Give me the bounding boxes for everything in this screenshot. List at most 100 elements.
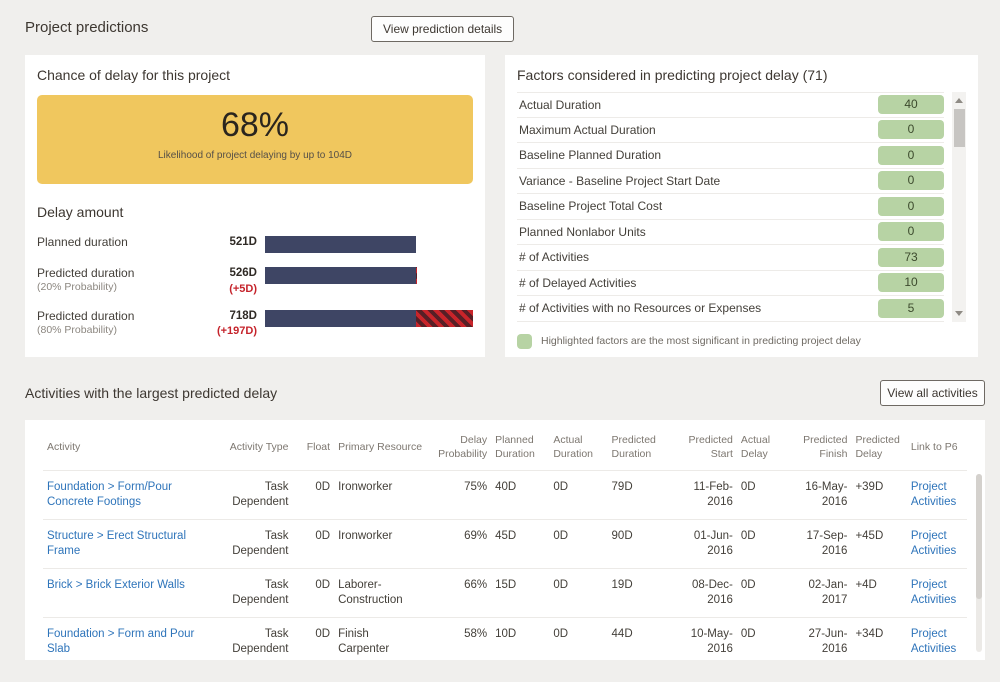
page-title: Project predictions — [25, 19, 149, 36]
bar-row-planned-duration: Planned duration 521D — [37, 235, 473, 253]
factor-label: # of Activities with no Resources or Exp… — [519, 301, 762, 316]
factor-value-badge: 0 — [878, 145, 944, 165]
cell-predicted-start: 10-May-2016 — [672, 616, 737, 666]
bar-sublabel: (20% Probability) — [37, 281, 117, 293]
cell-delay-probability: 69% — [426, 519, 492, 569]
cell-predicted-start: 11-Feb-2016 — [672, 470, 737, 520]
table-row: Structure > Erect Structural Frame Task … — [43, 519, 967, 569]
col-header-planned-duration: Planned Duration — [495, 434, 535, 460]
cell-actual-duration: 0D — [549, 519, 608, 569]
cell-predicted-finish: 02-Jan-2017 — [788, 568, 852, 618]
activities-section-title: Activities with the largest predicted de… — [25, 385, 278, 401]
factors-panel: Factors considered in predicting project… — [505, 55, 978, 357]
cell-planned-duration: 40D — [491, 470, 550, 520]
factor-value-badge: 10 — [878, 273, 944, 293]
bar-label: Planned duration — [37, 235, 128, 249]
chance-panel-title: Chance of delay for this project — [37, 67, 230, 83]
cell-planned-duration: 15D — [491, 568, 550, 618]
highlight-swatch-icon — [517, 333, 532, 349]
cell-float: 0D — [292, 568, 335, 618]
col-header-predicted-delay: Predicted Delay — [855, 434, 900, 460]
cell-actual-duration: 0D — [549, 568, 608, 618]
factor-label: Actual Duration — [519, 97, 602, 112]
scroll-up-icon[interactable] — [955, 98, 963, 103]
delay-bar-chart: Planned duration 521D Predicted duration… — [37, 235, 473, 339]
bar-row-predicted-20: Predicted duration (20% Probability) 526… — [37, 266, 473, 296]
scrollbar-thumb[interactable] — [953, 109, 965, 147]
cell-link-to-p6: Project Activities — [906, 470, 967, 520]
col-header-predicted-start: Predicted Start — [688, 434, 733, 460]
cell-activity-type: Task Dependent — [213, 616, 293, 666]
bar-value: 521D — [229, 236, 258, 248]
cell-primary-resource: Ironworker — [334, 519, 427, 569]
cell-activity-type: Task Dependent — [213, 568, 293, 618]
cell-predicted-duration: 19D — [607, 568, 673, 618]
factors-scrollbar[interactable] — [952, 92, 966, 322]
table-row: Foundation > Form and Pour Slab Task Dep… — [43, 616, 967, 666]
cell-activity-type: Task Dependent — [213, 519, 293, 569]
cell-float: 0D — [292, 519, 335, 569]
delay-hatch-bar — [415, 309, 473, 327]
cell-activity: Foundation > Form/Pour Concrete Footings — [43, 470, 214, 520]
project-activities-link[interactable]: Project Activities — [910, 530, 957, 558]
view-prediction-details-button[interactable]: View prediction details — [371, 16, 515, 42]
scroll-down-icon[interactable] — [955, 310, 963, 316]
cell-predicted-duration: 90D — [607, 519, 673, 569]
scrollbar-thumb[interactable] — [976, 474, 982, 599]
factor-value-badge: 5 — [878, 298, 944, 318]
table-row: Foundation > Form/Pour Concrete Footings… — [43, 470, 967, 520]
cell-delay-probability: 66% — [426, 568, 492, 618]
cell-predicted-finish: 16-May-2016 — [788, 470, 852, 520]
col-header-primary-resource: Primary Resource — [338, 440, 423, 453]
cell-actual-delay: 0D — [736, 470, 789, 520]
factor-label: Baseline Planned Duration — [519, 148, 662, 163]
activities-table: Activity Activity Type Float Primary Res… — [43, 422, 967, 666]
factor-label: # of Activities — [519, 250, 590, 265]
activity-link[interactable]: Brick > Brick Exterior Walls — [47, 579, 185, 592]
activities-scrollbar[interactable] — [976, 474, 982, 652]
cell-float: 0D — [292, 470, 335, 520]
cell-predicted-finish: 17-Sep-2016 — [788, 519, 852, 569]
col-header-activity-type: Activity Type — [229, 440, 289, 453]
cell-link-to-p6: Project Activities — [906, 568, 967, 618]
bar-label: Predicted duration — [37, 266, 135, 280]
cell-actual-delay: 0D — [736, 519, 789, 569]
col-header-predicted-finish: Predicted Finish — [803, 434, 848, 460]
cell-activity: Brick > Brick Exterior Walls — [43, 568, 214, 618]
project-activities-link[interactable]: Project Activities — [910, 579, 957, 606]
cell-link-to-p6: Project Activities — [906, 616, 967, 666]
table-row: Brick > Brick Exterior Walls Task Depend… — [43, 568, 967, 618]
factor-label: Planned Nonlabor Units — [519, 224, 646, 239]
factor-row: Baseline Project Total Cost 0 — [517, 194, 944, 220]
view-all-activities-button[interactable]: View all activities — [880, 380, 985, 406]
activity-link[interactable]: Structure > Erect Structural Frame — [47, 530, 187, 558]
factor-value-badge: 73 — [878, 247, 944, 267]
col-header-actual-duration: Actual Duration — [553, 434, 594, 460]
cell-actual-duration: 0D — [549, 470, 608, 520]
factor-row: Planned Nonlabor Units 0 — [517, 220, 944, 245]
cell-predicted-start: 08-Dec-2016 — [672, 568, 737, 618]
delay-hatch-bar — [415, 267, 418, 284]
cell-float: 0D — [292, 616, 335, 666]
col-header-float: Float — [306, 440, 331, 453]
factors-legend: Highlighted factors are the most signifi… — [517, 333, 966, 349]
cell-predicted-delay: +4D — [851, 568, 907, 618]
delay-amount-title: Delay amount — [37, 204, 124, 220]
chance-of-delay-panel: Chance of delay for this project 68% Lik… — [25, 55, 485, 357]
col-header-predicted-duration: Predicted Duration — [611, 434, 656, 460]
delay-chance-box: 68% Likelihood of project delaying by up… — [37, 95, 473, 184]
factor-row: # of Activities 73 — [517, 245, 944, 271]
cell-delay-probability: 75% — [426, 470, 492, 520]
cell-predicted-delay: +39D — [851, 470, 907, 520]
project-activities-link[interactable]: Project Activities — [910, 627, 957, 655]
activity-link[interactable]: Foundation > Form/Pour Concrete Footings — [47, 481, 172, 509]
cell-primary-resource: Ironworker — [334, 470, 427, 520]
factors-panel-title: Factors considered in predicting project… — [517, 67, 828, 83]
project-activities-link[interactable]: Project Activities — [910, 481, 957, 509]
cell-predicted-duration: 79D — [607, 470, 673, 520]
bar-delta: (+5D) — [229, 282, 257, 295]
activity-link[interactable]: Foundation > Form and Pour Slab — [47, 627, 195, 655]
factor-label: Maximum Actual Duration — [519, 122, 656, 137]
delay-likelihood-caption: Likelihood of project delaying by up to … — [157, 150, 353, 161]
factor-value-badge: 0 — [878, 171, 944, 191]
